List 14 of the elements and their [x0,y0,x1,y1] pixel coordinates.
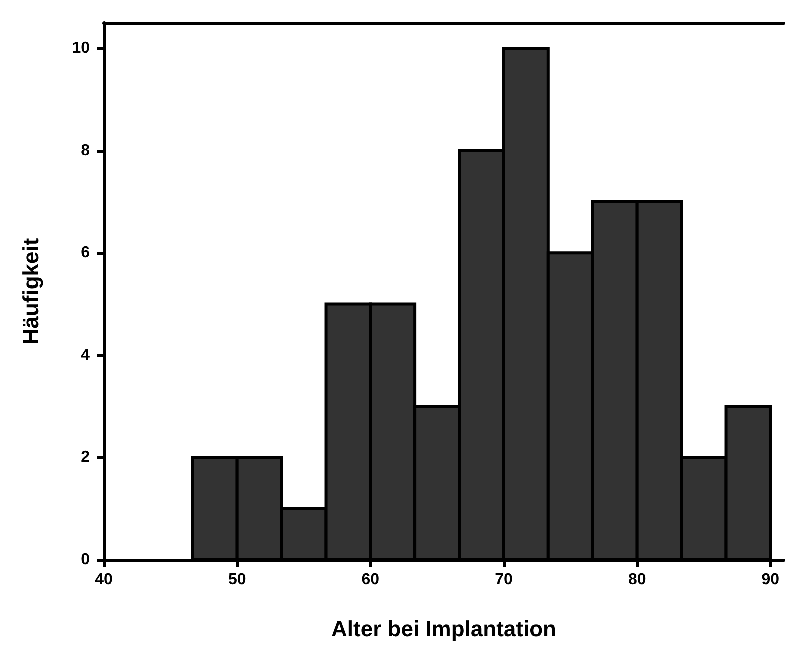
y-axis-title: Häufigkeit [18,238,44,345]
y-tick-label: 4 [81,346,90,364]
x-tick-label: 90 [762,572,780,588]
y-tick-label: 8 [81,142,90,160]
y-tick-label: 10 [72,40,90,58]
x-tick-label: 70 [495,572,513,588]
x-tick-label: 60 [362,572,380,588]
x-tick-label: 80 [628,572,646,588]
x-tick-label: 50 [228,572,246,588]
x-axis-title: Alter bei Implantation [332,616,556,642]
y-tick-label: 2 [81,449,90,466]
x-tick-label: 40 [95,572,113,588]
y-tick-label: 0 [81,552,90,568]
y-tick-label: 6 [81,244,90,262]
